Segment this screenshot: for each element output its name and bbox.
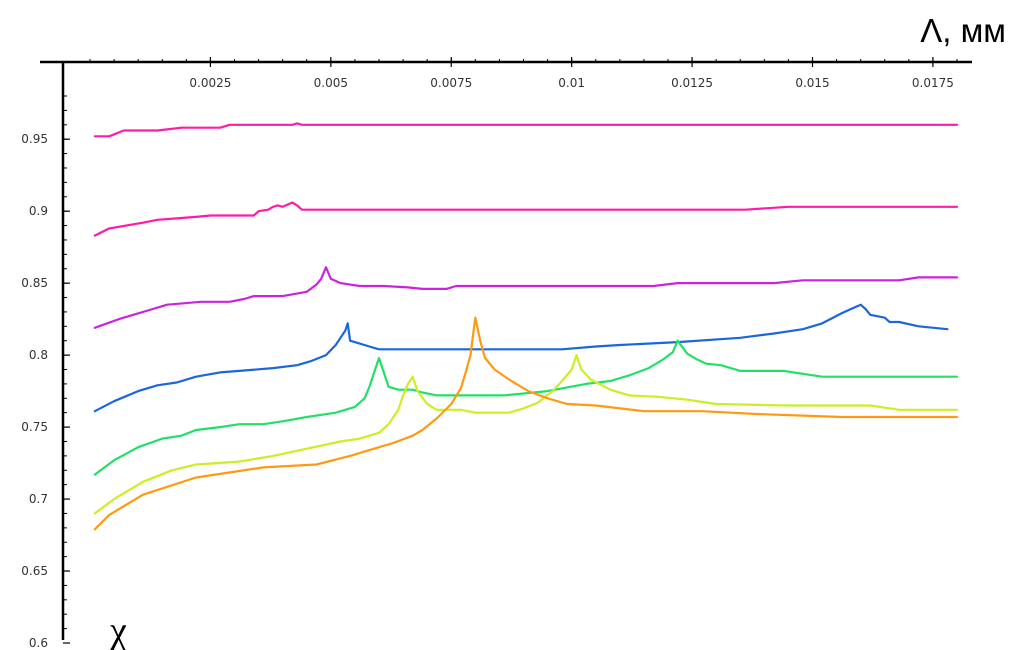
series-line-6 [93,354,959,515]
y-tick-label: 0.65 [21,564,48,578]
series-line-5 [93,339,959,476]
y-tick-label: 0.7 [29,492,48,506]
series-line-7 [93,316,959,531]
y-tick-label: 0.8 [29,348,48,362]
x-tick-label: 0.0025 [189,76,231,90]
x-tick-group: 0.0025 0.005 0.0075 0.01 0.0125 0.015 0.0175 [89,57,958,90]
x-tick-label: 0.0075 [430,76,472,90]
series-line-4 [93,303,949,413]
axes-layer [40,60,972,640]
series-layer [93,122,959,531]
y-tick-label: 0.9 [29,204,48,218]
y-tick-label: 0.85 [21,276,48,290]
y-tick-label: 0.95 [21,132,48,146]
y-tick-label: 0.75 [21,420,48,434]
y-axis-title: χ [109,610,127,650]
y-tick-group: 0.95 0.9 0.85 0.8 0.75 0.7 0.65 0.6 [21,95,70,650]
y-tick-label: 0.6 [29,636,48,650]
x-tick-label: 0.0175 [912,76,954,90]
series-line-2 [93,201,959,237]
series-line-3 [93,266,959,329]
x-tick-label: 0.01 [558,76,585,90]
x-tick-label: 0.005 [314,76,348,90]
series-line-1 [93,122,959,138]
x-tick-label: 0.0125 [671,76,713,90]
x-tick-label: 0.015 [795,76,829,90]
x-axis-title: Λ, мм [920,12,1006,49]
